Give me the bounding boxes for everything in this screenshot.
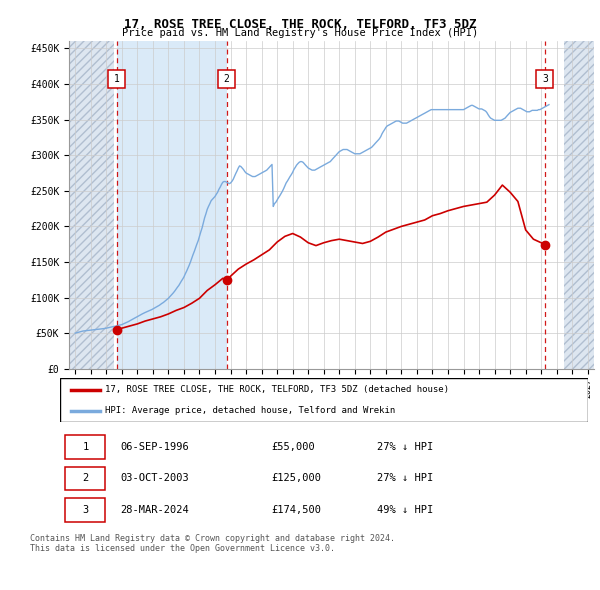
Text: Contains HM Land Registry data © Crown copyright and database right 2024.
This d: Contains HM Land Registry data © Crown c…	[30, 534, 395, 553]
Bar	[117, 41, 227, 369]
FancyBboxPatch shape	[60, 378, 588, 422]
Text: 06-SEP-1996: 06-SEP-1996	[121, 442, 190, 452]
Text: Price paid vs. HM Land Registry's House Price Index (HPI): Price paid vs. HM Land Registry's House …	[122, 28, 478, 38]
Text: 49% ↓ HPI: 49% ↓ HPI	[377, 505, 433, 515]
Text: 17, ROSE TREE CLOSE, THE ROCK, TELFORD, TF3 5DZ: 17, ROSE TREE CLOSE, THE ROCK, TELFORD, …	[124, 18, 476, 31]
FancyBboxPatch shape	[65, 467, 105, 490]
Text: £55,000: £55,000	[271, 442, 315, 452]
Text: 03-OCT-2003: 03-OCT-2003	[121, 474, 190, 483]
FancyBboxPatch shape	[218, 70, 235, 88]
FancyBboxPatch shape	[65, 435, 105, 458]
FancyBboxPatch shape	[108, 70, 125, 88]
Text: £125,000: £125,000	[271, 474, 321, 483]
Text: 27% ↓ HPI: 27% ↓ HPI	[377, 474, 433, 483]
Bar	[69, 41, 114, 369]
Text: 28-MAR-2024: 28-MAR-2024	[121, 505, 190, 515]
FancyBboxPatch shape	[65, 499, 105, 522]
Text: 17, ROSE TREE CLOSE, THE ROCK, TELFORD, TF3 5DZ (detached house): 17, ROSE TREE CLOSE, THE ROCK, TELFORD, …	[105, 385, 449, 395]
Text: 3: 3	[82, 505, 88, 515]
Text: HPI: Average price, detached house, Telford and Wrekin: HPI: Average price, detached house, Telf…	[105, 407, 395, 415]
Bar	[565, 41, 594, 369]
Text: 2: 2	[224, 74, 230, 84]
Text: 2: 2	[82, 474, 88, 483]
Text: 27% ↓ HPI: 27% ↓ HPI	[377, 442, 433, 452]
Text: 3: 3	[542, 74, 548, 84]
Text: 1: 1	[114, 74, 120, 84]
Text: 1: 1	[82, 442, 88, 452]
Text: £174,500: £174,500	[271, 505, 321, 515]
FancyBboxPatch shape	[536, 70, 553, 88]
